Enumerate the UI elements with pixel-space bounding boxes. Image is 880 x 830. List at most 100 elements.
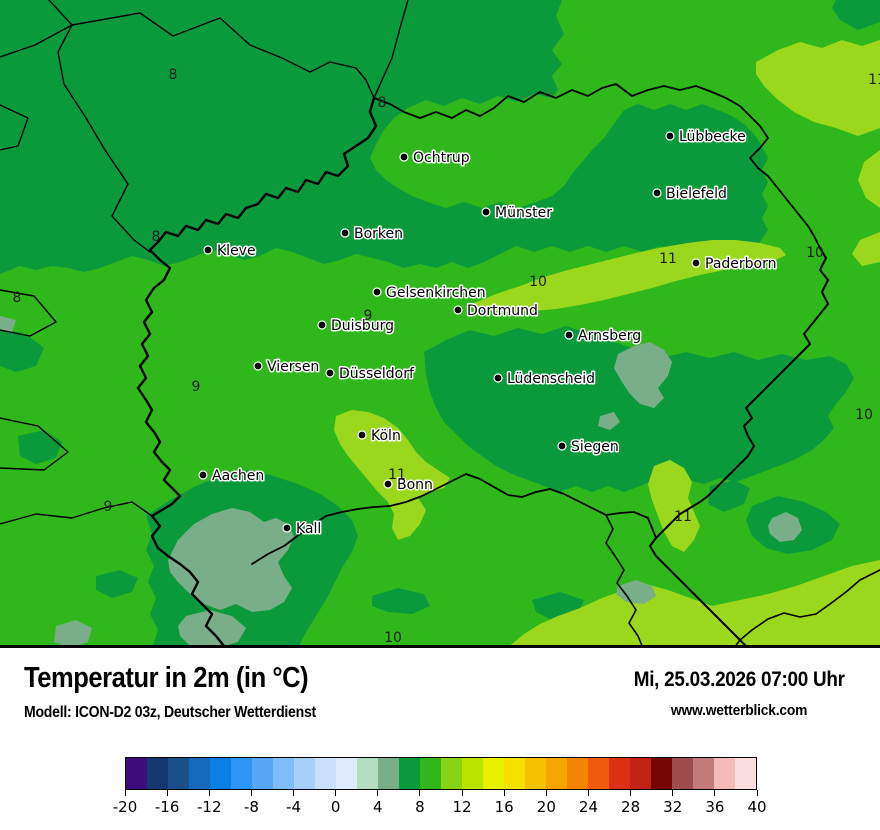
city-dot [564, 330, 574, 340]
legend-color-segment [609, 758, 630, 789]
city-marker-siegen: Siegen [557, 438, 620, 457]
region-temperature-value: 11 [868, 72, 880, 88]
legend-color-segment [441, 758, 462, 789]
region-temperature-value: 11 [659, 251, 677, 267]
legend-tick-label: 32 [663, 798, 683, 816]
city-dot [481, 207, 491, 217]
legend-tick-mark [377, 790, 379, 796]
city-dot [652, 188, 662, 198]
legend-color-segment [399, 758, 420, 789]
legend-color-segment [126, 758, 147, 789]
city-label: Aachen [212, 468, 264, 484]
city-label: Viersen [267, 359, 319, 375]
legend-color-segment [693, 758, 714, 789]
legend-tick-label: -16 [154, 798, 180, 816]
region-temperature-value: 11 [674, 509, 692, 525]
region-temperature-value: 8 [378, 95, 387, 111]
city-label: Kleve [217, 243, 256, 259]
legend-tick-label: 4 [373, 798, 383, 816]
city-label: Arnsberg [578, 328, 641, 344]
legend-color-segment [378, 758, 399, 789]
legend-color-segment [672, 758, 693, 789]
city-marker-lüdenscheid: Lüdenscheid [493, 370, 597, 389]
city-marker-aachen: Aachen [198, 467, 266, 486]
region-temperature-value: 10 [384, 630, 402, 646]
region-temperature-value: 9 [364, 308, 373, 324]
forecast-datetime: Mi, 25.03.2026 07:00 Uhr [633, 668, 845, 691]
legend-tick-mark [587, 790, 589, 796]
legend-tick-label: 0 [330, 798, 341, 816]
datetime-block: Mi, 25.03.2026 07:00 Uhr www.wetterblick… [622, 668, 856, 720]
region-temperature-value: 8 [152, 229, 161, 245]
city-dot [203, 245, 213, 255]
legend-color-segment [504, 758, 525, 789]
legend-tick-label: 20 [536, 798, 556, 816]
legend-tick-mark [630, 790, 632, 796]
title-block: Temperatur in 2m (in °C) Modell: ICON-D2… [24, 662, 356, 722]
legend-tick-label: 36 [705, 798, 725, 816]
city-marker-bielefeld: Bielefeld [652, 185, 728, 204]
legend-color-segment [147, 758, 168, 789]
legend-color-segment [630, 758, 651, 789]
legend-tick-mark [250, 790, 252, 796]
city-dot [357, 430, 367, 440]
temperature-colorbar: -20 -16 -12 -8 -4 0 4 8 12 16 20 24 28 32 36 40 [113, 757, 767, 817]
city-label: Lüdenscheid [507, 371, 595, 387]
region-temperature-value: 9 [104, 499, 113, 515]
region-temperature-value: 10 [806, 245, 824, 261]
legend-tick-label: -8 [243, 798, 259, 816]
city-label: Kall [296, 521, 321, 537]
city-label: Münster [495, 205, 552, 221]
website-url: www.wetterblick.com [670, 702, 808, 719]
legend-tick-mark [756, 790, 758, 796]
map-light-green-regions [334, 40, 880, 648]
city-marker-bonn: Bonn [383, 476, 434, 495]
region-temperature-value: 8 [169, 67, 178, 83]
city-dot [383, 479, 393, 489]
temperature-numbers-layer: 8 8 11 8 8 10 11 10 9 9 10 11 9 11 10 [13, 67, 880, 646]
legend-color-segment [567, 758, 588, 789]
model-info: Modell: ICON-D2 03z, Deutscher Wetterdie… [24, 704, 316, 721]
temperature-map-canvas: Ochtrup Lübbecke Bielefeld Münster Borken Kle… [0, 0, 880, 648]
legend-tick-mark [124, 790, 126, 796]
legend-color-segment [483, 758, 504, 789]
city-dot [253, 361, 263, 371]
weather-map: Ochtrup Lübbecke Bielefeld Münster Borken Kle… [0, 0, 880, 648]
city-marker-kall: Kall [282, 520, 323, 539]
city-marker-dortmund: Dortmund [453, 302, 539, 321]
city-marker-münster: Münster [481, 204, 554, 223]
city-dot [691, 258, 701, 268]
legend-color-segment [462, 758, 483, 789]
legend-color-segment [525, 758, 546, 789]
region-temperature-value: 10 [855, 407, 873, 423]
legend-color-segment [315, 758, 336, 789]
legend-tick-mark [545, 790, 547, 796]
city-dot [493, 373, 503, 383]
city-dot [282, 523, 292, 533]
city-label: Düsseldorf [339, 366, 415, 382]
legend-tick-label: -4 [286, 798, 302, 816]
legend-tick-mark [208, 790, 210, 796]
city-label: Paderborn [705, 256, 776, 272]
region-temperature-value: 11 [388, 467, 406, 483]
map-frame-bottom [0, 645, 880, 648]
page-title: Temperatur in 2m (in °C) [24, 662, 309, 694]
legend-tick-label: -12 [197, 798, 222, 816]
city-label: Bonn [397, 477, 433, 493]
legend-color-segment [735, 758, 756, 789]
city-dot [198, 470, 208, 480]
map-border-lines [0, 0, 880, 648]
legend-color-segment [273, 758, 294, 789]
legend-tick-mark [166, 790, 168, 796]
city-label: Dortmund [467, 303, 538, 319]
legend-color-segment [546, 758, 567, 789]
footer: Temperatur in 2m (in °C) Modell: ICON-D2… [0, 648, 880, 830]
city-label: Köln [371, 428, 401, 444]
legend-tick-label: 8 [415, 798, 425, 816]
legend-color-segment [210, 758, 231, 789]
city-marker-gelsenkirchen: Gelsenkirchen [372, 284, 487, 303]
city-dot [665, 131, 675, 141]
city-marker-kleve: Kleve [203, 242, 257, 261]
city-dot [325, 368, 335, 378]
legend-tick-label: -20 [112, 798, 138, 816]
